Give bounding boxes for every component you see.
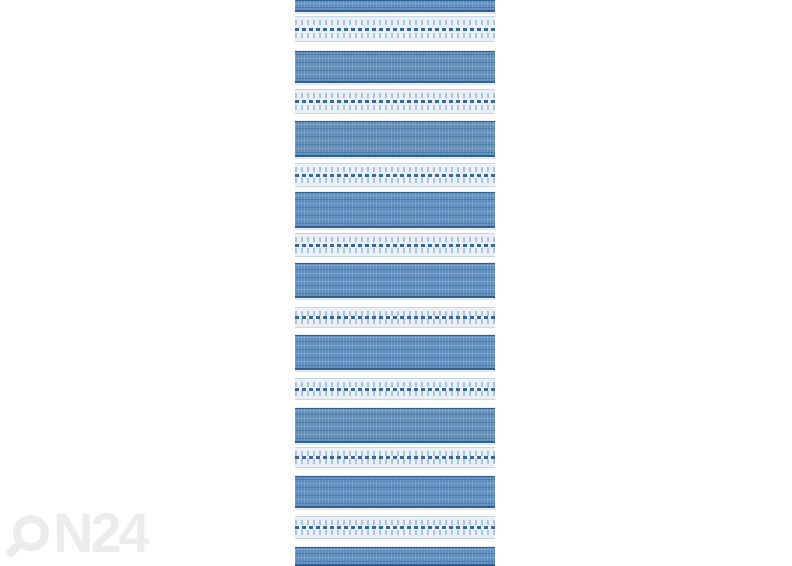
rug-stripe-light: [295, 233, 495, 257]
rug-stripe-light: [295, 378, 495, 400]
rug-stripe-light: [295, 163, 495, 187]
rug-stripe-light: [295, 307, 495, 328]
rug-stripe-blue: [295, 476, 495, 508]
rug-stripe-blue: [295, 51, 495, 83]
rug-stripe-blue: [295, 263, 495, 298]
rug-stripe-blue: [295, 547, 495, 566]
magnifier-o-icon: [4, 515, 49, 559]
product-image-rug: [295, 0, 495, 566]
rug-stripe-blue: [295, 335, 495, 370]
rug-stripe-light: [295, 447, 495, 468]
rug-stripe-blue: [295, 0, 495, 12]
watermark-text: N24: [53, 501, 150, 564]
rug-stripe-blue: [295, 408, 495, 443]
rug-stripe-light: [295, 16, 495, 42]
rug-stripe-blue: [295, 121, 495, 157]
rug-stripe-light: [295, 516, 495, 539]
on24-watermark: N24: [4, 501, 150, 564]
magnifier-lens: [13, 515, 49, 551]
rug-stripe-blue: [295, 192, 495, 228]
rug-stripe-light: [295, 89, 495, 114]
